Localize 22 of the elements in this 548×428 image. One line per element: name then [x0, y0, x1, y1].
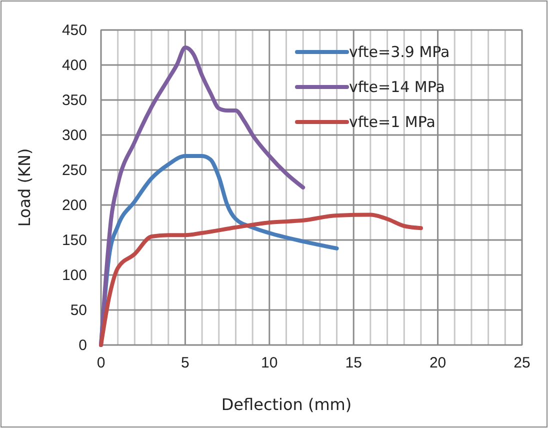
x-tick-label: 5	[181, 354, 190, 372]
y-tick-label: 350	[62, 92, 87, 109]
x-tick-label: 10	[261, 354, 278, 372]
y-tick-label: 50	[70, 302, 87, 319]
x-tick-label: 20	[429, 354, 446, 372]
y-tick-label: 400	[62, 56, 87, 74]
y-tick-label: 450	[62, 22, 87, 39]
x-tick-label: 0	[96, 354, 106, 372]
x-axis-title: Deflection (mm)	[221, 395, 352, 414]
x-tick-label: 25	[514, 354, 530, 372]
line-series	[99, 212, 423, 347]
y-tick-label: 200	[62, 196, 87, 214]
y-tick-label: 100	[62, 266, 87, 284]
y-tick-label: 300	[62, 126, 87, 144]
legend-label: vfte=3.9 MPa	[349, 43, 450, 61]
legend-label: vfte=14 MPa	[349, 78, 445, 96]
x-tick-label: 15	[345, 354, 362, 372]
y-axis-title: Load (KN)	[15, 148, 34, 227]
y-tick-label: 250	[62, 162, 87, 179]
y-tick-label: 0	[78, 336, 87, 354]
legend-label: vfte=1 MPa	[349, 113, 436, 131]
y-tick-label: 150	[62, 232, 87, 249]
